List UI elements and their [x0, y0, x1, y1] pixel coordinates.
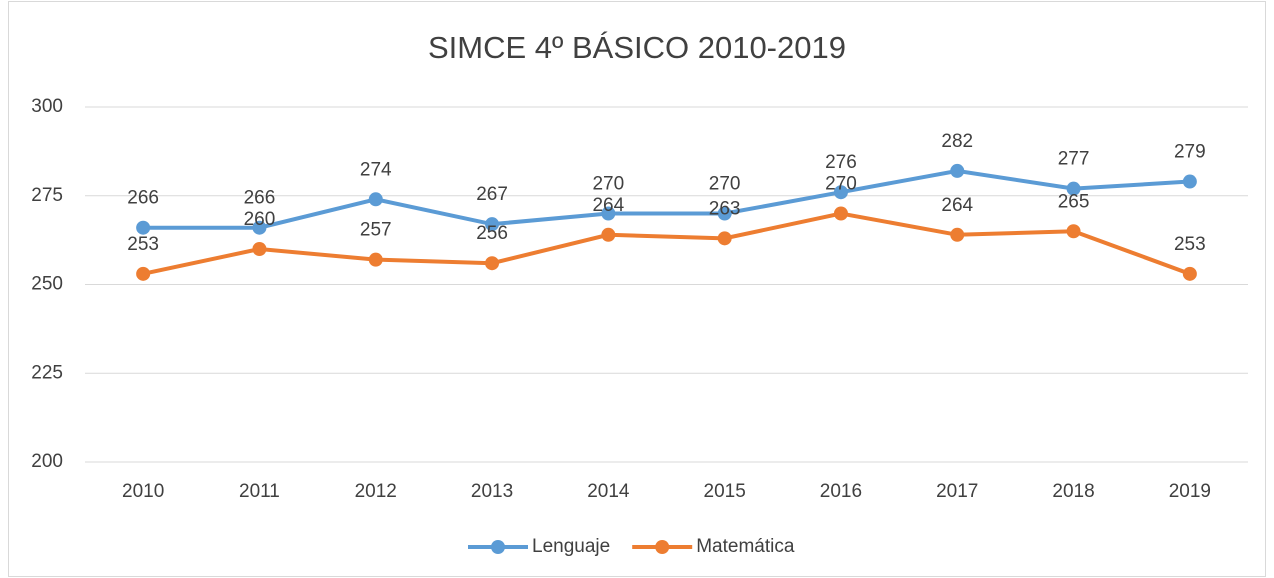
data-point — [717, 231, 732, 246]
data-point — [601, 206, 616, 221]
x-tick-label: 2017 — [936, 481, 978, 502]
data-point — [252, 242, 267, 256]
data-label: 267 — [476, 184, 508, 205]
data-label: 263 — [709, 198, 741, 219]
data-point — [485, 217, 500, 232]
data-label: 260 — [244, 209, 276, 230]
data-point — [950, 227, 965, 242]
data-point — [833, 185, 848, 200]
data-label: 270 — [709, 174, 741, 195]
data-label: 279 — [1174, 142, 1206, 163]
y-tick-label: 275 — [31, 185, 63, 206]
data-point — [136, 266, 151, 281]
x-tick-label: 2011 — [239, 481, 280, 502]
x-tick-label: 2013 — [471, 481, 513, 502]
y-tick-label: 300 — [31, 96, 63, 117]
y-tick-label: 225 — [31, 362, 63, 383]
data-label: 266 — [127, 188, 159, 209]
x-tick-label: 2014 — [587, 481, 630, 502]
data-label: 277 — [1058, 149, 1090, 170]
data-point — [136, 220, 151, 235]
legend-marker — [655, 540, 670, 554]
data-point — [601, 227, 616, 242]
series-line — [142, 211, 1191, 276]
data-label: 274 — [360, 159, 392, 180]
data-label: 264 — [941, 195, 973, 216]
data-point — [368, 252, 383, 267]
data-label: 253 — [127, 234, 159, 255]
data-label: 270 — [825, 174, 857, 195]
chart-title: SIMCE 4º BÁSICO 2010-2019 — [428, 30, 846, 65]
data-label: 282 — [941, 131, 973, 152]
x-tick-label: 2018 — [1052, 481, 1094, 502]
data-point — [717, 206, 732, 221]
x-tick-label: 2015 — [704, 481, 746, 502]
x-tick-label: 2012 — [355, 481, 397, 502]
data-point — [1182, 266, 1197, 281]
data-point — [1066, 224, 1081, 239]
data-label: 266 — [244, 188, 276, 209]
data-point — [1066, 181, 1081, 196]
data-label: 270 — [592, 174, 624, 195]
legend-label: Matemática — [696, 536, 795, 557]
data-point — [950, 163, 965, 178]
data-label: 265 — [1058, 191, 1090, 212]
data-point — [368, 192, 383, 207]
chart-border — [8, 1, 1266, 577]
data-label: 253 — [1174, 234, 1206, 255]
data-point — [1182, 174, 1197, 189]
data-label: 256 — [476, 223, 508, 244]
series-line — [143, 168, 1190, 230]
data-point — [252, 220, 267, 235]
y-tick-label: 250 — [31, 274, 63, 295]
x-tick-label: 2019 — [1169, 481, 1211, 502]
y-tick-label: 200 — [31, 451, 63, 472]
x-tick-label: 2010 — [122, 481, 164, 502]
data-label: 264 — [592, 195, 624, 216]
data-point — [485, 256, 500, 271]
data-label: 276 — [825, 152, 857, 173]
data-point — [833, 206, 848, 221]
legend-label: Lenguaje — [532, 536, 610, 557]
data-label: 257 — [360, 220, 392, 241]
legend-marker — [491, 540, 505, 554]
x-tick-label: 2016 — [820, 481, 862, 502]
